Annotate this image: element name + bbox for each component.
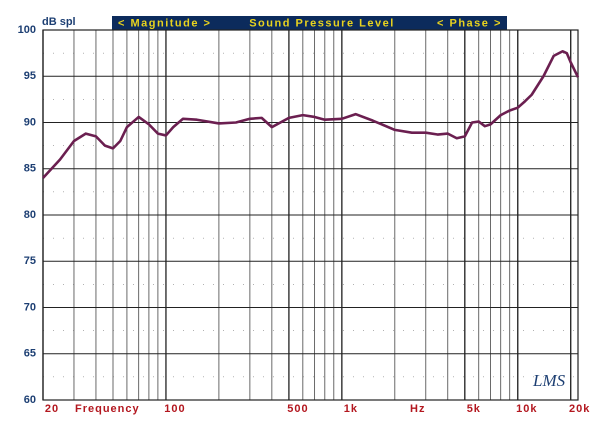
y-tick-label: 65 bbox=[24, 348, 36, 360]
header-bar bbox=[112, 16, 507, 30]
x-tick-label: 1k bbox=[344, 403, 358, 415]
logo: LMS bbox=[532, 371, 566, 390]
x-tick-label: 10k bbox=[516, 403, 537, 415]
y-tick-label: 95 bbox=[24, 70, 36, 82]
x-axis-label: Frequency bbox=[75, 403, 140, 415]
magnitude-label: < Magnitude > bbox=[118, 17, 211, 29]
y-axis-label: dB spl bbox=[42, 16, 76, 28]
y-tick-label: 90 bbox=[24, 116, 36, 128]
y-tick-label: 70 bbox=[24, 301, 36, 313]
y-tick-label: 100 bbox=[18, 24, 36, 36]
x-tick-label: 500 bbox=[287, 403, 308, 415]
response-curve bbox=[42, 49, 580, 179]
y-tick-label: 75 bbox=[24, 255, 36, 267]
x-unit-label: Hz bbox=[410, 403, 425, 415]
x-tick-label: 20k bbox=[569, 403, 590, 415]
chart-title: Sound Pressure Level bbox=[249, 17, 395, 29]
x-tick-label: 20 bbox=[45, 403, 59, 415]
plot-frame bbox=[42, 29, 579, 401]
x-tick-label: 5k bbox=[467, 403, 481, 415]
y-tick-label: 85 bbox=[24, 163, 36, 175]
phase-label: < Phase > bbox=[437, 17, 502, 29]
y-tick-label: 80 bbox=[24, 209, 36, 221]
x-tick-label: 100 bbox=[164, 403, 185, 415]
y-tick-label: 60 bbox=[24, 394, 36, 406]
